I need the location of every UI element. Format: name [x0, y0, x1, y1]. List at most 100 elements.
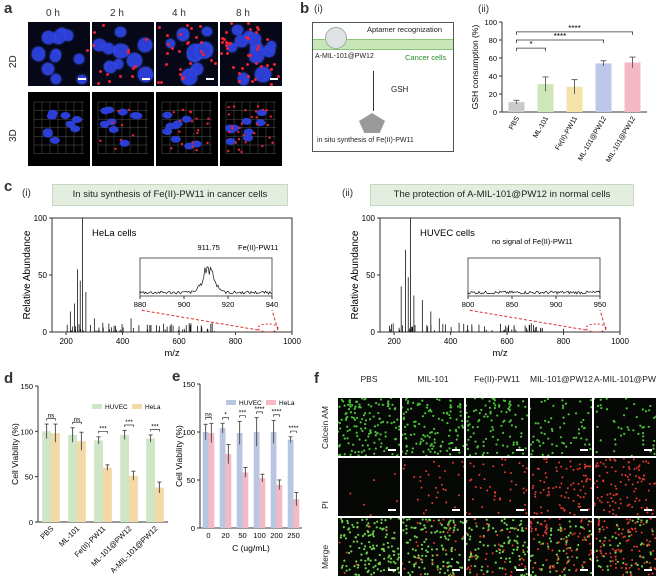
y-axis-label: Cell Viability (%) — [174, 425, 184, 487]
red-cell — [562, 507, 565, 510]
inset-tick-label: 850 — [506, 300, 519, 309]
red-cell — [634, 487, 637, 490]
red-cell — [606, 471, 609, 474]
green-cell — [405, 527, 408, 531]
green-cell — [451, 441, 454, 445]
green-cell — [484, 437, 488, 441]
red-cell — [583, 561, 586, 564]
green-cell — [495, 443, 498, 446]
green-cell — [366, 444, 369, 447]
red-cell — [469, 479, 472, 482]
green-cell — [343, 559, 346, 562]
green-cell — [515, 441, 519, 444]
green-cell — [599, 439, 602, 442]
red-cell — [609, 492, 612, 495]
red-cell — [628, 566, 631, 569]
green-cell — [425, 454, 428, 456]
red-signal — [228, 42, 232, 46]
green-cell — [447, 434, 451, 437]
green-cell — [424, 435, 427, 438]
red-signal — [240, 122, 244, 125]
green-cell — [478, 412, 481, 415]
green-cell — [547, 437, 550, 440]
green-cell — [448, 429, 452, 432]
green-cell — [506, 527, 509, 531]
red-signal — [249, 54, 253, 58]
red-cell — [636, 513, 639, 516]
nucleus — [241, 117, 252, 125]
red-cell — [568, 559, 571, 562]
y-tick-label: 80 — [489, 36, 497, 45]
green-cell — [635, 415, 638, 419]
bar — [146, 438, 155, 522]
red-cell — [560, 494, 563, 497]
green-cell — [530, 559, 532, 562]
no-signal-label: no signal of Fe(II)-PW11 — [492, 237, 573, 246]
green-cell — [364, 439, 367, 442]
green-cell — [405, 541, 408, 544]
red-cell — [582, 496, 585, 499]
green-cell — [467, 415, 470, 418]
red-cell — [638, 549, 641, 552]
red-cell — [610, 556, 613, 559]
green-cell — [405, 531, 408, 535]
red-cell — [555, 569, 558, 572]
green-cell — [474, 440, 477, 443]
red-signal — [209, 58, 213, 62]
green-cell — [511, 552, 514, 555]
red-cell — [637, 465, 640, 468]
red-cell — [540, 506, 543, 509]
red-cell — [614, 562, 617, 565]
red-cell — [648, 482, 651, 485]
green-cell — [575, 436, 578, 439]
red-signal — [237, 148, 241, 151]
nucleus — [115, 26, 126, 38]
red-signal — [245, 62, 249, 66]
red-signal — [269, 115, 273, 118]
red-cell — [643, 562, 646, 565]
green-cell — [597, 565, 601, 568]
fluorescence-dots — [402, 518, 464, 576]
nucleus — [256, 109, 267, 117]
red-cell — [533, 512, 536, 515]
red-signal — [238, 126, 241, 130]
red-cell — [511, 544, 514, 547]
green-cell — [387, 567, 390, 570]
green-cell — [339, 536, 342, 539]
red-cell — [628, 503, 631, 506]
green-cell — [599, 404, 602, 407]
red-cell — [515, 527, 518, 530]
green-cell — [361, 518, 364, 522]
green-cell — [429, 450, 432, 453]
green-cell — [420, 437, 423, 441]
red-cell — [572, 468, 575, 471]
green-cell — [526, 414, 528, 417]
red-cell — [609, 504, 612, 507]
x-tick-label: A-MIL-101@PW12 — [108, 524, 159, 575]
red-cell — [632, 458, 635, 461]
red-cell — [449, 573, 452, 576]
red-cell — [573, 532, 576, 535]
significance-label: **** — [568, 24, 580, 33]
red-signal — [194, 36, 198, 40]
red-cell — [609, 459, 612, 462]
y-tick-label: 100 — [362, 214, 376, 223]
green-cell — [496, 414, 499, 417]
y-tick-label: 100 — [484, 18, 497, 27]
red-signal — [270, 67, 274, 71]
red-cell — [646, 511, 649, 514]
green-cell — [437, 519, 440, 522]
red-signal — [105, 72, 109, 76]
green-cell — [421, 554, 424, 557]
panel-f-label: f — [314, 370, 319, 387]
red-cell — [520, 557, 523, 560]
green-cell — [405, 518, 409, 521]
red-cell — [545, 559, 548, 562]
red-cell — [582, 485, 585, 488]
red-cell — [623, 535, 626, 538]
red-cell — [565, 543, 568, 546]
red-cell — [597, 464, 600, 467]
green-cell — [653, 452, 656, 455]
green-cell — [360, 451, 363, 454]
red-cell — [539, 479, 542, 482]
